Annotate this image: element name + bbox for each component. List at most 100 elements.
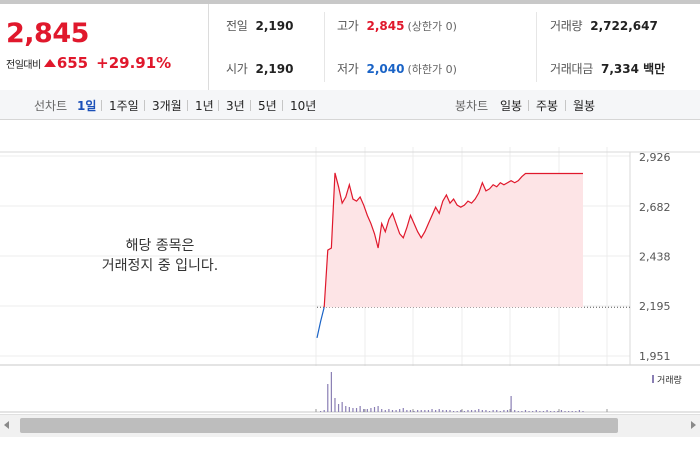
y-tick-label: 1,951 bbox=[639, 350, 671, 363]
period-3y[interactable]: 3년 bbox=[226, 99, 245, 113]
volume-bar bbox=[402, 408, 404, 412]
volume-bar bbox=[323, 410, 325, 412]
stat-value: 2,040 bbox=[366, 62, 405, 76]
stat-trade-value: 거래대금 7,334 백만 bbox=[550, 60, 665, 77]
volume-bar bbox=[532, 411, 534, 412]
stat-label: 거래대금 bbox=[550, 62, 593, 76]
quote-stats: 전일 2,190 시가 2,190 고가 2,845 (상한가 0) 저가 2,040 (하… bbox=[208, 4, 700, 90]
scrollbar-thumb[interactable] bbox=[20, 418, 618, 433]
stat-value: 2,722,647 bbox=[590, 19, 658, 33]
volume-bar bbox=[478, 409, 480, 412]
period-10y[interactable]: 10년 bbox=[290, 99, 317, 113]
volume-bar bbox=[452, 411, 455, 412]
scroll-right-icon[interactable] bbox=[691, 421, 696, 429]
volume-bar bbox=[488, 411, 491, 412]
volume-bar bbox=[542, 411, 545, 412]
stat-label: 거래량 bbox=[550, 19, 583, 33]
volume-bar bbox=[442, 410, 444, 412]
volume-bar bbox=[334, 398, 336, 412]
volume-bar bbox=[553, 411, 555, 412]
candle-weekly[interactable]: 주봉 bbox=[536, 99, 559, 113]
volume-bar bbox=[427, 410, 430, 412]
toolbar-divider bbox=[250, 100, 251, 111]
stat-low: 저가 2,040 (하한가 0) bbox=[337, 60, 457, 77]
stat-note: (상한가 0) bbox=[407, 20, 457, 33]
volume-bar bbox=[521, 411, 523, 412]
candle-monthly[interactable]: 월봉 bbox=[573, 99, 596, 113]
stat-label: 저가 bbox=[337, 62, 359, 76]
halt-message-line2: 거래정지 중 입니다. bbox=[101, 258, 219, 274]
volume-bar bbox=[539, 411, 541, 412]
volume-bar bbox=[571, 411, 573, 412]
volume-bar bbox=[384, 410, 386, 412]
line-chart-label: 선차트 bbox=[34, 99, 68, 113]
volume-bar bbox=[557, 411, 559, 412]
volume-bar bbox=[359, 406, 361, 412]
volume-bar bbox=[485, 410, 487, 412]
volume-bar bbox=[550, 411, 552, 412]
volume-bar bbox=[445, 410, 448, 412]
toolbar-divider bbox=[565, 100, 566, 111]
stat-label: 시가 bbox=[226, 62, 248, 76]
y-tick-label: 2,438 bbox=[639, 251, 671, 264]
stat-value: 2,190 bbox=[255, 62, 294, 76]
volume-bar bbox=[381, 409, 383, 412]
y-tick-label: 2,926 bbox=[639, 151, 671, 164]
change-percent: +29.91% bbox=[96, 54, 172, 72]
toolbar-divider bbox=[144, 100, 145, 111]
volume-bar bbox=[568, 411, 570, 412]
volume-bar bbox=[395, 410, 397, 412]
period-toolbar: 선차트 1일 1주일 3개월 1년 3년 5년 10년 봉차트 일봉 주봉 월봉 bbox=[0, 90, 700, 120]
stat-note: (하한가 0) bbox=[407, 63, 457, 76]
top-border bbox=[0, 0, 700, 4]
stat-open: 시가 2,190 bbox=[226, 60, 293, 77]
volume-bar bbox=[514, 410, 516, 412]
up-arrow-icon bbox=[43, 59, 56, 67]
toolbar-divider bbox=[528, 100, 529, 111]
candle-chart-label: 봉차트 bbox=[455, 99, 489, 113]
stat-value: 2,190 bbox=[255, 19, 294, 33]
price-chart: 2,926 2,682 2,438 2,195 1,951 거래량 bbox=[0, 147, 700, 413]
change-label: 전일대비 bbox=[6, 60, 41, 71]
volume-bar bbox=[492, 410, 494, 412]
volume-bar bbox=[406, 410, 408, 412]
volume-bar bbox=[420, 410, 422, 412]
period-1d[interactable]: 1일 bbox=[77, 99, 97, 113]
volume-bar bbox=[431, 409, 433, 412]
volume-bar bbox=[503, 410, 505, 412]
period-1y[interactable]: 1년 bbox=[195, 99, 214, 113]
volume-bar bbox=[510, 396, 512, 412]
chart-scrollbar[interactable] bbox=[0, 414, 700, 437]
stat-value: 7,334 백만 bbox=[600, 62, 666, 76]
period-1w[interactable]: 1주일 bbox=[109, 99, 139, 113]
stat-label: 고가 bbox=[337, 19, 359, 33]
volume-bar bbox=[337, 404, 340, 412]
volume-bar bbox=[474, 410, 476, 412]
price-line-down bbox=[316, 307, 325, 338]
period-5y[interactable]: 5년 bbox=[258, 99, 277, 113]
volume-bar bbox=[560, 410, 563, 412]
candle-daily[interactable]: 일봉 bbox=[500, 99, 523, 113]
y-tick-label: 2,682 bbox=[639, 201, 671, 214]
volume-bar bbox=[370, 408, 372, 412]
stat-prev-close: 전일 2,190 bbox=[226, 17, 293, 34]
toolbar-divider bbox=[187, 100, 188, 111]
volume-bar bbox=[546, 410, 548, 412]
volume-bar bbox=[424, 410, 426, 412]
period-3m[interactable]: 3개월 bbox=[152, 99, 182, 113]
price-box: 2,845 전일대비 655 +29.91% bbox=[0, 4, 209, 90]
quote-header: 2,845 전일대비 655 +29.91% 전일 2,190 시가 2,190 고가 2… bbox=[0, 4, 700, 91]
volume-bar bbox=[499, 411, 501, 412]
volume-bar bbox=[496, 410, 498, 412]
volume-bar bbox=[355, 408, 358, 412]
toolbar-divider bbox=[282, 100, 283, 111]
volume-bar bbox=[575, 411, 577, 412]
scroll-left-icon[interactable] bbox=[4, 421, 9, 429]
volume-bar bbox=[470, 410, 473, 412]
stat-volume: 거래량 2,722,647 bbox=[550, 17, 658, 34]
stat-divider bbox=[324, 12, 325, 82]
volume-bar bbox=[399, 409, 401, 412]
volume-bar bbox=[463, 411, 465, 412]
volume-bar bbox=[417, 410, 419, 412]
volume-bar bbox=[352, 408, 354, 412]
